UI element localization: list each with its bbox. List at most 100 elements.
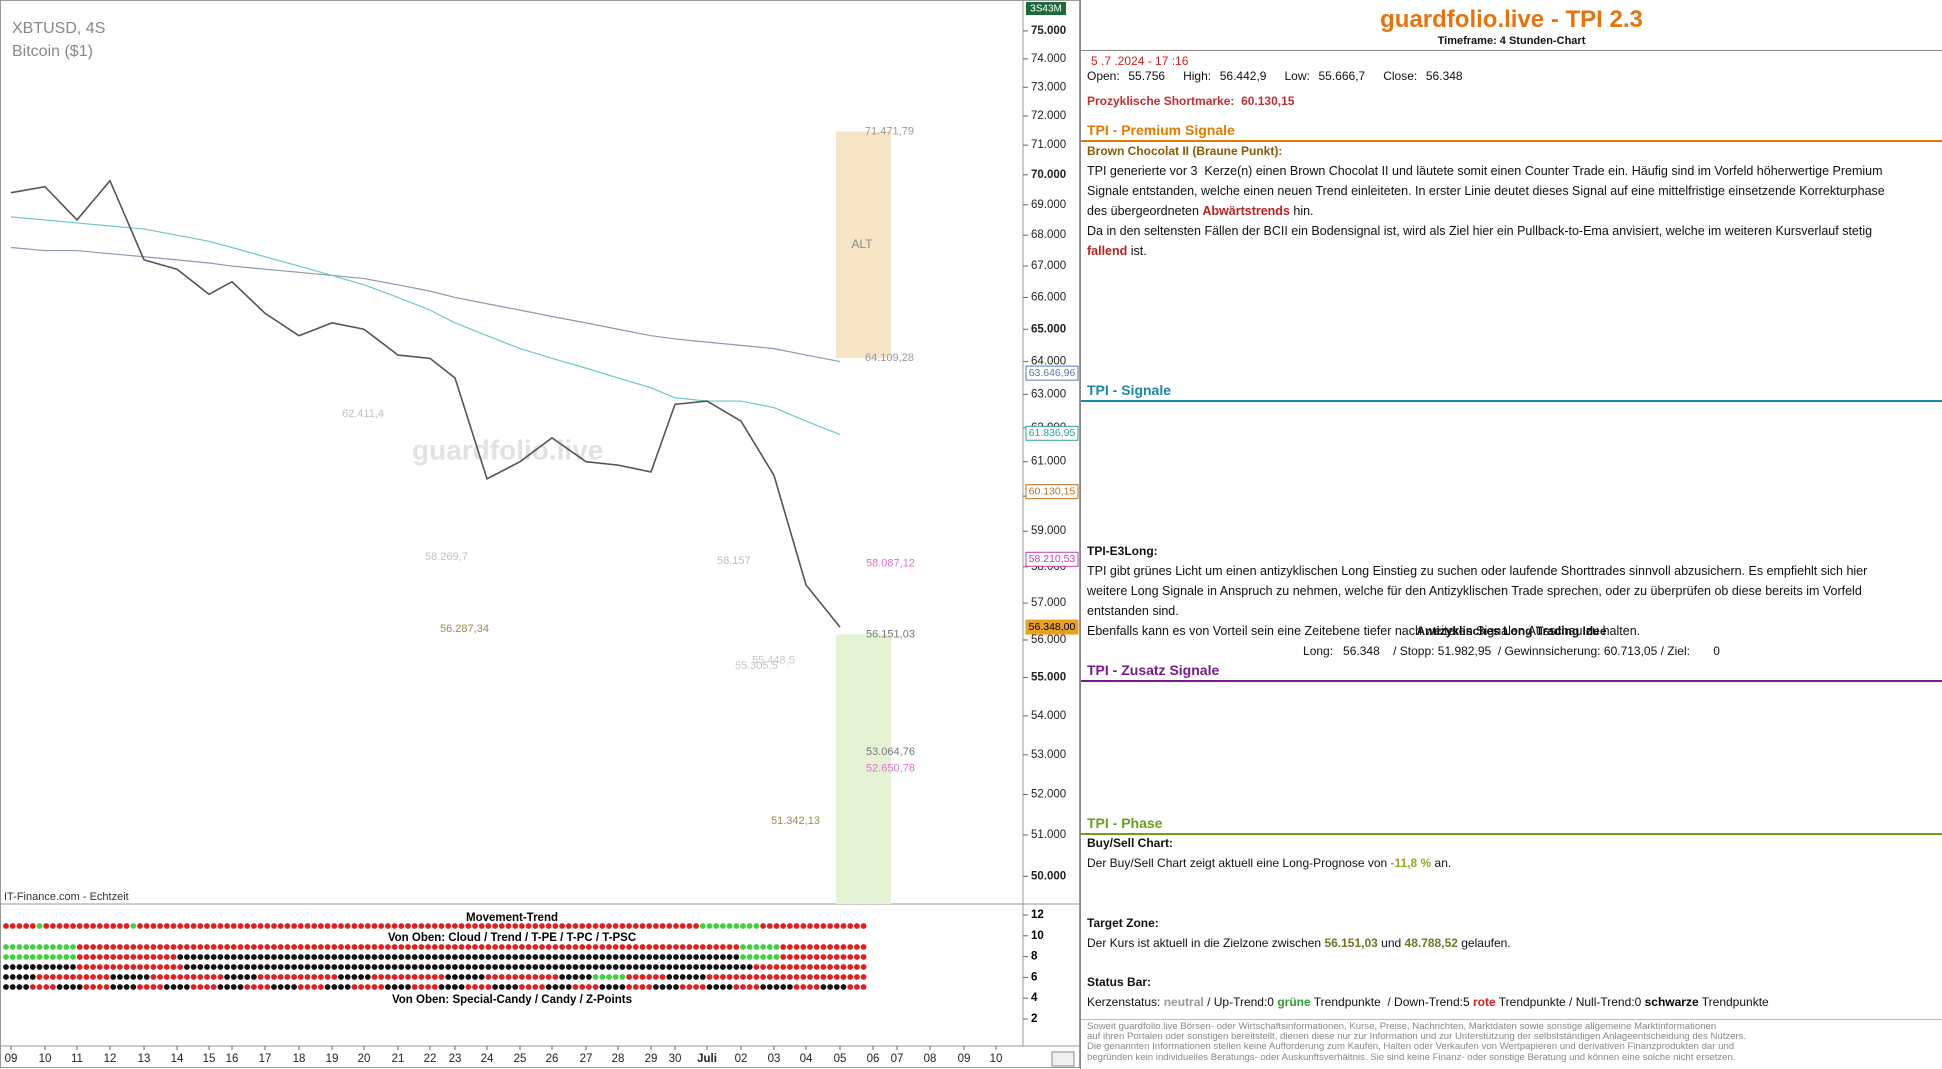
indicator-dot xyxy=(130,974,137,980)
indicator-dot xyxy=(230,944,237,950)
indicator-dot xyxy=(157,984,164,990)
indicator-dot xyxy=(70,964,76,970)
indicator-dot xyxy=(143,954,150,960)
indicator-dot xyxy=(539,984,545,990)
indicator-dot xyxy=(411,923,418,929)
indicator-dot xyxy=(539,954,545,960)
source: IT-Finance.com - Echtzeit xyxy=(4,891,129,903)
indicator-dot xyxy=(713,984,720,990)
indicator-dot xyxy=(311,923,318,929)
indicator-dot xyxy=(438,974,445,980)
indicator-dot xyxy=(639,964,646,970)
indicator-dot xyxy=(398,923,405,929)
indicator-dot xyxy=(813,923,820,929)
indicator-dot xyxy=(405,923,411,929)
indicator-dot xyxy=(244,954,251,960)
toolbar-icon[interactable] xyxy=(1051,1051,1075,1067)
section-heading: TPI - Phase xyxy=(1087,815,1163,831)
indicator-dot xyxy=(224,984,231,990)
indicator-dot xyxy=(854,944,860,950)
indicator-dot xyxy=(532,964,539,970)
price-annotation: 51.342,13 xyxy=(771,815,820,827)
indicator-dot xyxy=(76,984,83,990)
indicator-dot xyxy=(827,923,833,929)
indicator-dot xyxy=(565,944,572,950)
indicator-dot xyxy=(371,923,378,929)
indicator-dot xyxy=(9,944,16,950)
indicator-dot xyxy=(552,964,559,970)
indicator-dot xyxy=(753,944,760,950)
indicator-dot xyxy=(411,954,418,960)
indicator-dot xyxy=(237,984,244,990)
indicator-dot xyxy=(592,984,599,990)
indicator-dot xyxy=(586,964,592,970)
indicator-dot xyxy=(572,974,579,980)
price-annotation: 58.087,12 xyxy=(866,558,915,570)
indicator-dot xyxy=(385,923,391,929)
indicator-dot xyxy=(847,984,854,990)
indicator-dot xyxy=(659,984,666,990)
disclaimer-line: Soweit guardfolio.live Börsen- oder Wirt… xyxy=(1087,1021,1717,1032)
indicator-dot xyxy=(498,974,505,980)
indicator-dot xyxy=(331,944,338,950)
indicator-dot xyxy=(519,954,525,960)
indicator-dot xyxy=(827,954,833,960)
indicator-dot xyxy=(827,944,833,950)
indicator-dot xyxy=(217,974,224,980)
indicator-dot xyxy=(840,923,847,929)
indicator-dot xyxy=(70,944,76,950)
indicator-dot xyxy=(137,944,143,950)
indicator-dot xyxy=(398,964,405,970)
price-line xyxy=(10,216,841,436)
watermark: guardfolio.live xyxy=(412,434,603,465)
indicator-dot xyxy=(385,984,391,990)
text-segment: an. xyxy=(1431,856,1452,870)
indicator-dot xyxy=(9,964,16,970)
indicator-dot xyxy=(123,964,130,970)
indicator-dot xyxy=(773,974,780,980)
indicator-dot xyxy=(800,984,807,990)
x-tick-label: 13 xyxy=(138,1053,151,1065)
indicator-dot xyxy=(163,984,170,990)
indicator-dot xyxy=(693,944,699,950)
price-annotation: 64.109,28 xyxy=(865,352,914,364)
text-segment: Ebenfalls kann es von Vorteil sein eine … xyxy=(1087,624,1641,638)
indicator-dot xyxy=(505,964,512,970)
indicator-dot xyxy=(210,984,217,990)
section-heading: TPI - Premium Signale xyxy=(1087,122,1235,138)
indicator-dot xyxy=(586,954,592,960)
indicator-dot xyxy=(224,944,231,950)
indicator-dot xyxy=(297,954,304,960)
indicator-dot xyxy=(338,984,344,990)
indicator-dot xyxy=(505,984,512,990)
indicator-tick-label: 4 xyxy=(1031,992,1038,1004)
indicator-dot xyxy=(257,974,264,980)
indicator-dot xyxy=(478,954,485,960)
indicator-dot xyxy=(626,964,632,970)
indicator-dot xyxy=(391,974,398,980)
indicator-dot xyxy=(445,964,452,970)
indicator-dot xyxy=(204,954,210,960)
y-tick-label: 74.000 xyxy=(1031,53,1066,65)
indicator-dot xyxy=(740,964,746,970)
indicator-dot xyxy=(90,944,96,950)
price-box xyxy=(1025,619,1079,635)
indicator-dot xyxy=(391,923,398,929)
indicator-label: Von Oben: Cloud / Trend / T-PE / T-PC / … xyxy=(388,932,636,944)
indicator-dot xyxy=(96,984,103,990)
block-text: Kerzenstatus: neutral / Up-Trend:0 grüne… xyxy=(1087,995,1936,1009)
x-tick-label: 08 xyxy=(924,1053,937,1065)
indicator-dot xyxy=(559,923,565,929)
indicator-dot xyxy=(565,974,572,980)
indicator-dot xyxy=(110,974,117,980)
indicator-dot xyxy=(130,984,137,990)
indicator-dot xyxy=(726,954,733,960)
indicator-dot xyxy=(244,984,251,990)
indicator-dot xyxy=(271,974,277,980)
indicator-dot xyxy=(807,964,813,970)
indicator-dot xyxy=(163,944,170,950)
indicator-dot xyxy=(559,944,565,950)
indicator-dot xyxy=(532,944,539,950)
indicator-dot xyxy=(820,954,827,960)
indicator-dot xyxy=(117,964,123,970)
